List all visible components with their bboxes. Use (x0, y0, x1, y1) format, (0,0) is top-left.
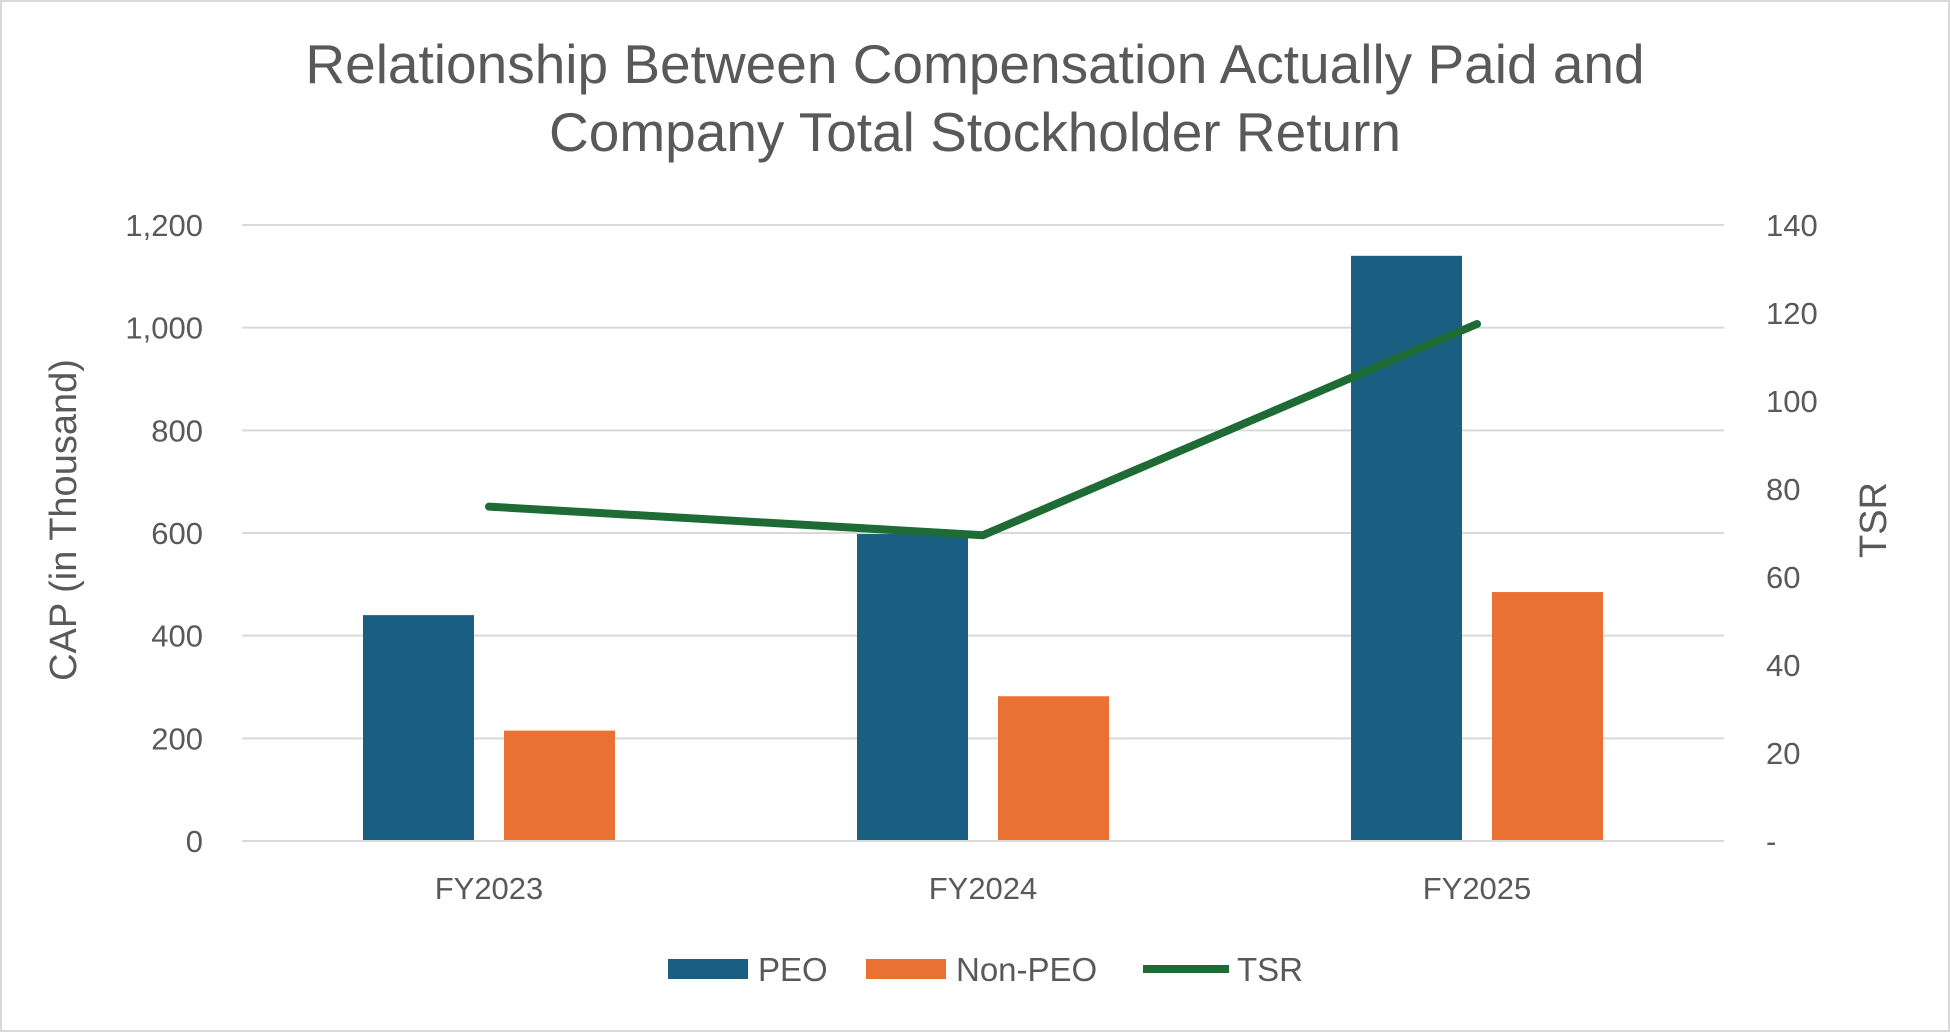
bar-peo-fy2024 (857, 534, 968, 841)
chart-title-line-1: Relationship Between Compensation Actual… (305, 33, 1645, 95)
legend-swatch (668, 959, 748, 979)
y-axis-title: CAP (in Thousand) (43, 359, 85, 681)
legend-label: PEO (758, 951, 828, 988)
bar-non-peo-fy2023 (504, 730, 615, 841)
y-tick-label: 800 (151, 413, 203, 448)
legend-item-peo: PEO (668, 951, 828, 988)
y2-tick-label: 140 (1766, 208, 1818, 243)
chart-title: Relationship Between Compensation Actual… (0, 30, 1950, 166)
x-tick-label: FY2024 (929, 871, 1038, 906)
legend-label: Non-PEO (956, 951, 1097, 988)
chart-title-line-2: Company Total Stockholder Return (549, 101, 1401, 163)
right-axis: - 20 40 60 80 100 120 140 (1766, 208, 1818, 859)
x-tick-label: FY2025 (1423, 871, 1532, 906)
y2-tick-label: 40 (1766, 648, 1800, 683)
y-tick-label: 400 (151, 619, 203, 654)
legend-swatch (866, 959, 946, 979)
y-tick-label: 0 (186, 824, 203, 859)
legend-item-tsr: TSR (1143, 951, 1303, 988)
y2-axis-title: TSR (1853, 482, 1895, 558)
y2-tick-label: 20 (1766, 736, 1800, 771)
bars (363, 255, 1603, 842)
y-tick-label: 600 (151, 516, 203, 551)
legend-item-non-peo: Non-PEO (866, 951, 1097, 988)
x-axis: FY2023 FY2024 FY2025 (242, 840, 1724, 906)
bar-non-peo-fy2025 (1492, 592, 1603, 841)
y-tick-label: 1,200 (125, 208, 203, 243)
bar-peo-fy2023 (363, 615, 474, 841)
y2-tick-label: - (1766, 824, 1776, 859)
bar-non-peo-fy2024 (998, 696, 1109, 841)
y2-tick-label: 60 (1766, 560, 1800, 595)
y2-tick-label: 80 (1766, 472, 1800, 507)
y-tick-label: 200 (151, 721, 203, 756)
y-tick-label: 1,000 (125, 311, 203, 346)
legend: PEO Non-PEO TSR (668, 951, 1303, 988)
bar-peo-fy2025 (1351, 255, 1462, 842)
y2-tick-label: 100 (1766, 384, 1818, 419)
legend-label: TSR (1237, 951, 1303, 988)
y2-tick-label: 120 (1766, 296, 1818, 331)
tsr-line-group (485, 320, 1481, 540)
x-tick-label: FY2023 (435, 871, 544, 906)
left-axis: 0 200 400 600 800 1,000 1,200 (125, 208, 203, 859)
